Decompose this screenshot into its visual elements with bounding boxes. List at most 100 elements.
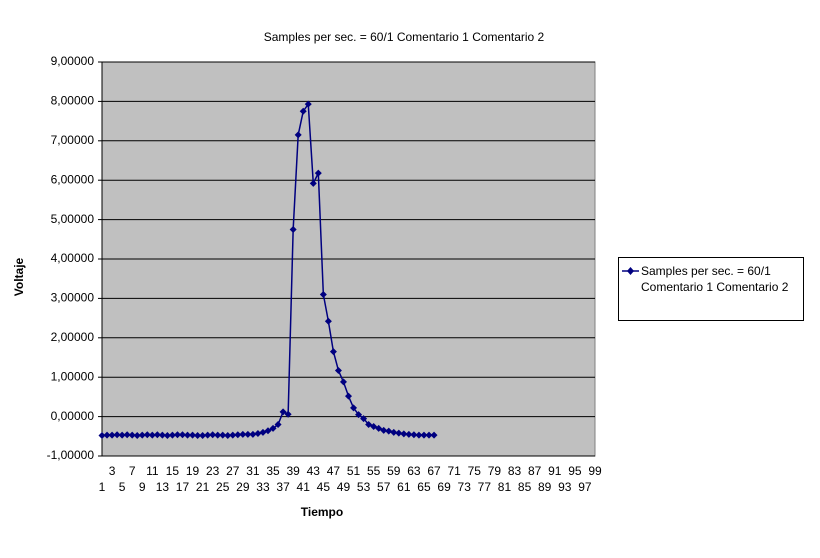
data-point — [158, 431, 166, 439]
data-point — [239, 430, 247, 438]
data-point — [284, 410, 292, 418]
x-tick-label: 61 — [397, 480, 411, 494]
x-tick-label: 83 — [508, 464, 522, 478]
y-tick-label: 8,00000 — [51, 94, 95, 108]
data-point — [249, 430, 257, 438]
data-point — [390, 428, 398, 436]
data-point — [163, 432, 171, 440]
data-point — [360, 415, 368, 423]
x-tick-label: 3 — [109, 464, 116, 478]
data-point — [329, 348, 337, 356]
x-tick-label: 51 — [347, 464, 361, 478]
legend-label: Samples per sec. = 60/1 Comentario 1 Com… — [641, 264, 789, 294]
data-point — [420, 431, 428, 439]
data-point — [234, 431, 242, 439]
x-tick-label: 55 — [367, 464, 381, 478]
x-tick-label: 95 — [568, 464, 582, 478]
data-point — [143, 431, 151, 439]
x-tick-label: 77 — [478, 480, 492, 494]
x-tick-label: 71 — [447, 464, 461, 478]
x-tick-label: 11 — [146, 464, 159, 478]
data-point — [425, 431, 433, 439]
data-point — [229, 431, 237, 439]
x-tick-label: 9 — [139, 480, 146, 494]
data-point — [269, 424, 277, 432]
data-point — [405, 430, 413, 438]
data-point — [244, 430, 252, 438]
x-tick-label: 33 — [256, 480, 270, 494]
x-tick-label: 39 — [286, 464, 300, 478]
data-point — [168, 431, 176, 439]
data-point — [400, 430, 408, 438]
data-point — [184, 431, 192, 439]
data-point — [103, 431, 111, 439]
data-point — [173, 431, 181, 439]
y-tick-label: 7,00000 — [51, 133, 95, 147]
y-tick-label: 1,00000 — [51, 369, 95, 383]
data-point — [319, 290, 327, 298]
x-tick-label: 87 — [528, 464, 542, 478]
data-point — [415, 431, 423, 439]
x-tick-label: 81 — [498, 480, 512, 494]
x-tick-label: 85 — [518, 480, 532, 494]
legend: Samples per sec. = 60/1 Comentario 1 Com… — [618, 257, 804, 321]
data-point — [133, 432, 141, 440]
data-point — [264, 427, 272, 435]
x-tick-label: 29 — [236, 480, 250, 494]
data-point — [380, 426, 388, 434]
x-tick-label: 73 — [458, 480, 472, 494]
x-tick-label: 49 — [337, 480, 351, 494]
data-point — [385, 427, 393, 435]
chart-title: Samples per sec. = 60/1 Comentario 1 Com… — [264, 30, 545, 44]
x-tick-label: 17 — [176, 480, 190, 494]
x-tick-label: 19 — [186, 464, 200, 478]
x-tick-label: 65 — [417, 480, 431, 494]
x-tick-label: 97 — [578, 480, 592, 494]
data-point — [355, 411, 363, 419]
y-tick-label: 6,00000 — [51, 172, 95, 186]
data-point — [123, 431, 131, 439]
y-tick-label: 9,00000 — [51, 54, 95, 68]
data-point — [254, 430, 262, 438]
x-tick-label: 79 — [488, 464, 502, 478]
data-point — [148, 431, 156, 439]
x-tick-label: 1 — [99, 480, 106, 494]
x-tick-label: 93 — [558, 480, 572, 494]
x-tick-label: 15 — [166, 464, 180, 478]
data-point — [189, 431, 197, 439]
data-point — [178, 431, 186, 439]
data-point — [370, 422, 378, 430]
y-axis-label: Voltaje — [12, 257, 26, 296]
x-tick-label: 25 — [216, 480, 230, 494]
data-point — [324, 317, 332, 325]
data-point — [375, 424, 383, 432]
x-tick-label: 21 — [196, 480, 210, 494]
x-tick-label: 69 — [437, 480, 451, 494]
x-tick-label: 5 — [119, 480, 126, 494]
data-point — [289, 225, 297, 233]
data-point — [199, 432, 207, 440]
data-point — [304, 100, 312, 108]
data-point — [365, 420, 373, 428]
x-tick-label: 53 — [357, 480, 371, 494]
x-tick-label: 23 — [206, 464, 220, 478]
y-tick-label: 5,00000 — [51, 212, 95, 226]
data-point — [113, 431, 121, 439]
x-tick-label: 41 — [297, 480, 311, 494]
x-tick-label: 59 — [387, 464, 401, 478]
x-tick-label: 43 — [307, 464, 321, 478]
x-tick-label: 31 — [246, 464, 260, 478]
legend-marker — [627, 267, 634, 275]
y-tick-label: 3,00000 — [51, 291, 95, 305]
x-tick-label: 27 — [226, 464, 240, 478]
data-point — [430, 431, 438, 439]
data-point — [108, 431, 116, 439]
data-point — [309, 179, 317, 187]
data-point — [395, 429, 403, 437]
x-tick-label: 47 — [327, 464, 341, 478]
data-point — [345, 392, 352, 400]
data-point — [128, 431, 136, 439]
y-tick-label: 0,00000 — [51, 409, 95, 423]
